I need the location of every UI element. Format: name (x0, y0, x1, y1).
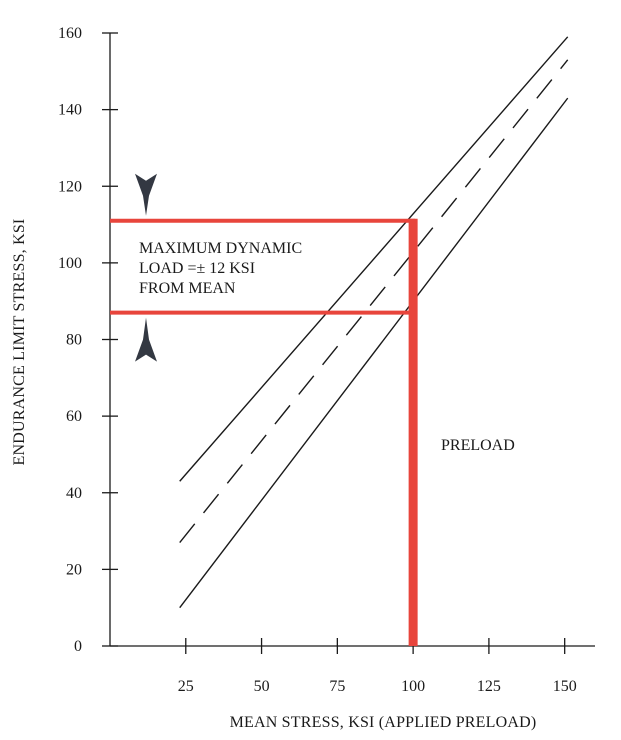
x-tick-label-25: 25 (178, 678, 194, 695)
preload-label: PRELOAD (441, 437, 515, 454)
x-tick-label-75: 75 (329, 678, 345, 695)
series-line-dashed-mean (179, 59, 569, 543)
series-line-solid-lower (179, 97, 569, 609)
x-axis-label: MEAN STRESS, KSI (APPLIED PRELOAD) (230, 714, 537, 731)
preload-highlight (110, 218, 418, 646)
annotation-line-3: FROM MEAN (139, 280, 236, 297)
x-tick-label-150: 150 (553, 678, 577, 695)
y-tick-label-60: 60 (66, 408, 82, 425)
y-tick-label-40: 40 (66, 485, 82, 502)
y-tick-label-0: 0 (74, 638, 82, 655)
y-tick-label-160: 160 (58, 25, 82, 42)
y-tick-label-80: 80 (66, 332, 82, 349)
arrow-up-icon (135, 317, 157, 362)
y-tick-label-20: 20 (66, 561, 82, 578)
y-tick-label-120: 120 (58, 178, 82, 195)
range-arrows (135, 173, 157, 362)
x-tick-label-100: 100 (401, 678, 425, 695)
arrow-down-icon (135, 173, 157, 216)
x-tick-label-50: 50 (254, 678, 270, 695)
x-tick-label-125: 125 (477, 678, 501, 695)
y-axis-label: ENDURANCE LIMIT STRESS, KSI (11, 219, 28, 466)
series-lines (179, 36, 569, 609)
y-tick-label-100: 100 (58, 255, 82, 272)
axes: 0 20 40 60 80 100 120 140 160 25 50 75 100 125 150 (58, 25, 595, 695)
annotation-line-1: MAXIMUM DYNAMIC (139, 240, 302, 257)
series-line-solid-upper (179, 36, 569, 482)
annotation-line-2: LOAD =± 12 KSI (139, 260, 255, 277)
y-tick-label-140: 140 (58, 102, 82, 119)
